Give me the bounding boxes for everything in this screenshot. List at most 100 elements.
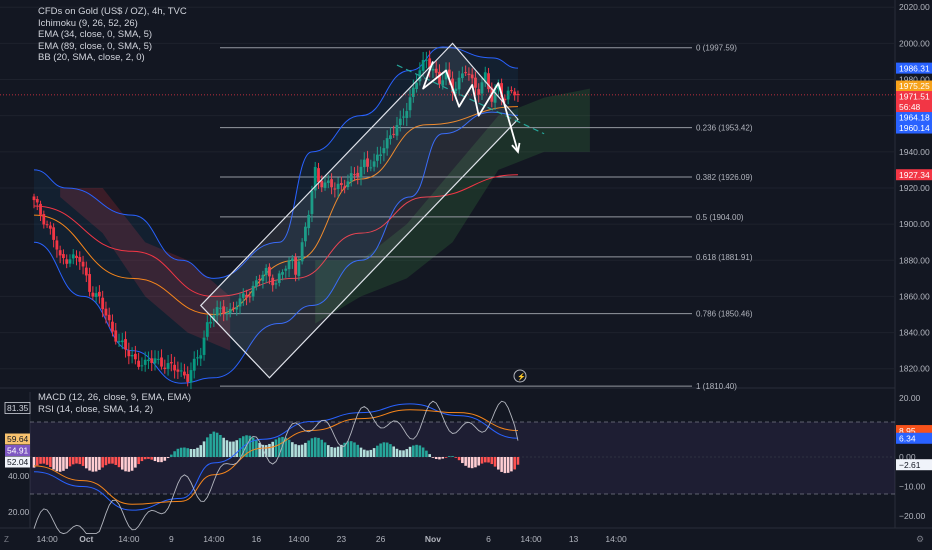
legend-ema34[interactable]: EMA (34, close, 0, SMA, 5) [38, 29, 153, 40]
macd-bar [49, 457, 52, 468]
candle-body [238, 298, 242, 307]
macd-bar [120, 457, 124, 470]
macd-bar [124, 457, 127, 472]
candle-body [45, 224, 49, 226]
candle-body [516, 93, 520, 95]
legend-bb[interactable]: BB (20, SMA, close, 2, 0) [38, 52, 145, 63]
candle-body [287, 260, 291, 270]
macd-bar [68, 457, 72, 467]
macd-bar [271, 441, 275, 457]
macd-bar [215, 432, 219, 457]
price-badge-label: 1960.14 [899, 123, 930, 133]
macd-bar [88, 457, 91, 471]
macd-bar [111, 457, 114, 464]
candle-body [425, 59, 428, 61]
macd-bar [376, 445, 379, 457]
candle-body [78, 256, 82, 262]
macd-bar [150, 457, 154, 460]
candle-body [117, 341, 121, 343]
legend-symbol[interactable]: CFDs on Gold (US$ / OZ), 4h, TVC [38, 6, 187, 17]
time-tick-label: 14:00 [288, 534, 310, 544]
macd-bar [418, 445, 422, 457]
macd-bar [510, 457, 513, 472]
candle-body [431, 68, 435, 71]
candle-body [189, 370, 193, 383]
candle-body [264, 267, 268, 275]
candle-body [205, 322, 209, 337]
legend-macd[interactable]: MACD (12, 26, close, 9, EMA, EMA) [38, 392, 192, 403]
candle-body [356, 172, 360, 177]
macd-bar [398, 450, 402, 457]
candle-body [196, 357, 199, 359]
candle-body [395, 125, 399, 136]
macd-bar [143, 457, 147, 460]
macd-bar [372, 448, 376, 457]
macd-bar [98, 457, 101, 470]
time-tick-label: Nov [425, 534, 441, 544]
candle-body [464, 72, 468, 74]
macd-bar [474, 457, 477, 468]
macd-bar [189, 448, 193, 457]
candle-body [470, 74, 474, 79]
price-badge-label: 56:48 [899, 102, 921, 112]
candle-body [434, 68, 438, 73]
candle-body [71, 254, 75, 259]
macd-bar [506, 457, 510, 473]
price-tick-label: 1980.00 [899, 75, 930, 85]
price-tick-label: 1880.00 [899, 255, 930, 265]
rsi-badge-label: 52.04 [7, 457, 29, 467]
macd-bar [55, 457, 59, 472]
macd-bar [454, 457, 458, 458]
macd-bar [147, 457, 150, 459]
candle-body [120, 340, 124, 343]
candle-body [209, 321, 212, 324]
candle-body [310, 190, 314, 214]
candle-body [320, 180, 324, 188]
macd-bar [137, 457, 140, 465]
candle-body [225, 313, 229, 315]
candle-body [248, 296, 252, 298]
candle-body [84, 267, 88, 276]
forecast-path [422, 61, 519, 153]
candle-body [300, 242, 304, 262]
macd-bar [483, 457, 487, 463]
price-channel [199, 42, 519, 379]
candle-body [42, 214, 46, 225]
legend-rsi[interactable]: RSI (14, close, SMA, 14, 2) [38, 403, 154, 415]
candle-body [447, 69, 451, 78]
macd-bar [336, 446, 340, 457]
macd-bar [516, 457, 520, 465]
macd-bar [277, 437, 281, 457]
price-badge-label: 1975.25 [899, 81, 930, 91]
candle-body [483, 72, 487, 83]
candle-body [474, 77, 477, 88]
candle-body [346, 181, 350, 188]
macd-bar [291, 442, 294, 457]
macd-bar [58, 457, 62, 472]
fib-level-label: 0.786 (1850.46) [696, 310, 753, 319]
alert-icon-glyph: ⚡ [517, 372, 526, 381]
candle-body [493, 89, 497, 103]
candle-body [251, 285, 255, 297]
candle-body [392, 133, 396, 135]
macd-bar [353, 442, 356, 457]
macd-bar [104, 457, 108, 466]
candle-body [137, 360, 141, 367]
candle-body [343, 186, 347, 189]
osc-badge [896, 459, 932, 471]
candle-body [438, 71, 441, 85]
time-tick-label: 13 [569, 534, 579, 544]
macd-bar [179, 447, 183, 457]
macd-bar [431, 457, 435, 458]
macd-bar [421, 447, 425, 457]
macd-bar [153, 457, 157, 462]
macd-bar [81, 457, 85, 466]
rsi-badge-label: 81.35 [7, 403, 29, 413]
legend-ichimoku[interactable]: Ichimoku (9, 26, 52, 26) [38, 17, 138, 29]
legend-ema89[interactable]: EMA (89, close, 0, SMA, 5) [38, 40, 153, 52]
chart-legend: CFDs on Gold (US$ / OZ), 4h, TVC Ichimok… [38, 6, 187, 64]
candle-body [428, 58, 432, 70]
time-tick-label: 23 [337, 534, 347, 544]
osc-tick-label: 20.00 [899, 393, 921, 403]
